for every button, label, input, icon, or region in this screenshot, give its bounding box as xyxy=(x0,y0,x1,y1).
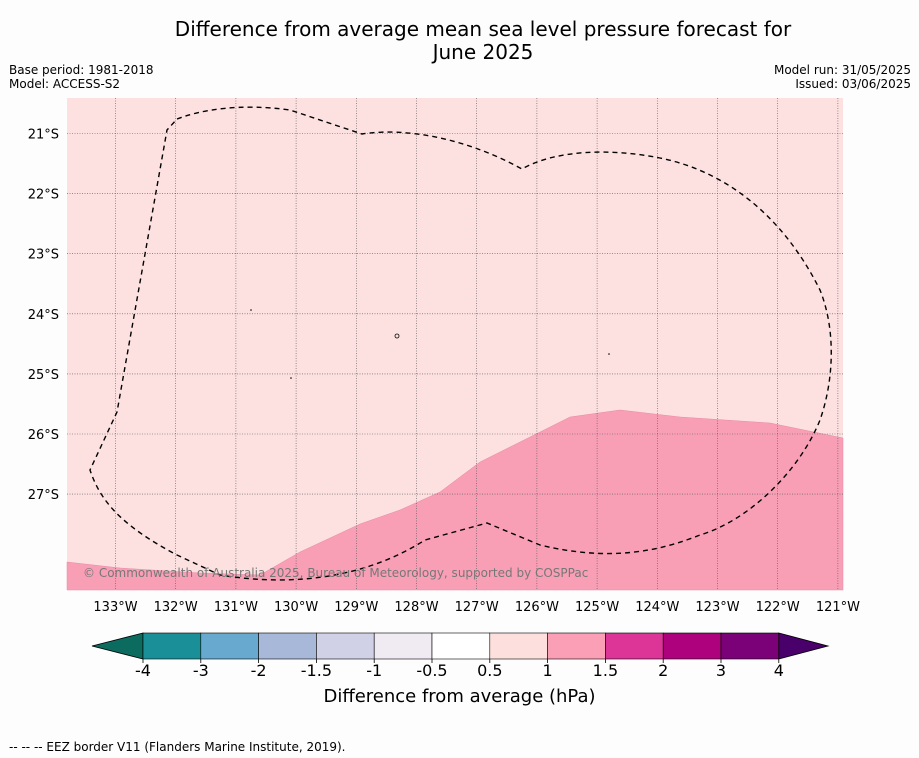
longitude-label: 132°W xyxy=(154,600,198,615)
longitude-label: 133°W xyxy=(93,600,137,615)
meta-left: Base period: 1981-2018 Model: ACCESS-S2 xyxy=(9,63,154,91)
latitude-label: 27°S xyxy=(28,488,59,503)
longitude-label: 127°W xyxy=(455,600,499,615)
longitude-label: 121°W xyxy=(816,600,860,615)
map-panel: © Commonwealth of Australia 2025, Bureau… xyxy=(66,98,844,591)
colorbar-tick-label: -4 xyxy=(135,661,151,680)
higher-pressure-region xyxy=(66,409,844,591)
longitude-label: 128°W xyxy=(394,600,438,615)
latitude-label: 26°S xyxy=(28,428,59,443)
eez-footnote: -- -- -- EEZ border V11 (Flanders Marine… xyxy=(9,740,346,754)
colorbar-tick-label: -1 xyxy=(366,661,382,680)
longitude-label: 131°W xyxy=(214,600,258,615)
colorbar-segment xyxy=(431,632,491,660)
colorbar-segment xyxy=(720,632,780,660)
meta-right: Model run: 31/05/2025 Issued: 03/06/2025 xyxy=(774,63,911,91)
colorbar-segment xyxy=(258,632,317,660)
latitude-label: 25°S xyxy=(28,368,59,383)
colorbar-segment xyxy=(142,632,202,660)
colorbar-segment xyxy=(605,632,664,660)
island-marker xyxy=(608,353,610,355)
longitude-label: 124°W xyxy=(635,600,679,615)
longitude-label: 122°W xyxy=(756,600,800,615)
colorbar-segment xyxy=(489,632,548,660)
colorbar-tick-label: 1 xyxy=(543,661,553,680)
eez-border xyxy=(89,106,832,581)
colorbar-tick-label: -2 xyxy=(251,661,267,680)
colorbar-segment xyxy=(373,632,433,660)
chart-title: Difference from average mean sea level p… xyxy=(0,18,919,64)
colorbar-extend-high xyxy=(778,632,830,660)
colorbar-tick-label: -1.5 xyxy=(301,661,332,680)
colorbar-segment xyxy=(662,632,722,660)
copyright-notice: © Commonwealth of Australia 2025, Bureau… xyxy=(83,566,588,580)
small-island-markers xyxy=(250,309,610,379)
model-run: Model run: 31/05/2025 xyxy=(773,63,911,77)
gridlines xyxy=(67,98,843,590)
longitude-label: 125°W xyxy=(575,600,619,615)
longitude-label: 129°W xyxy=(334,600,378,615)
latitude-label: 24°S xyxy=(28,308,59,323)
colorbar-tick-label: 2 xyxy=(658,661,668,680)
latitude-label: 22°S xyxy=(28,188,59,203)
island-marker xyxy=(250,309,252,311)
latitude-label: 21°S xyxy=(28,128,59,143)
colorbar-extend-low xyxy=(91,632,144,660)
title-line-1: Difference from average mean sea level p… xyxy=(174,17,792,41)
colorbar-label: Difference from average (hPa) xyxy=(323,686,596,707)
colorbar-segment xyxy=(200,632,259,660)
latitude-labels: 21°S 22°S 23°S 24°S 25°S 26°S 27°S xyxy=(28,128,59,504)
longitude-label: 130°W xyxy=(274,600,318,615)
longitude-label: 126°W xyxy=(515,600,559,615)
colorbar-tick-label: 1.5 xyxy=(593,661,618,680)
base-period: Base period: 1981-2018 xyxy=(9,63,154,77)
colorbar-tick-label: 0.5 xyxy=(477,661,502,680)
longitude-label: 123°W xyxy=(695,600,739,615)
colorbar: -4 -3 -2 -1.5 -1 -0.5 0.5 1 1.5 2 3 4 xyxy=(91,632,830,680)
colorbar-tick-label: -0.5 xyxy=(416,661,447,680)
colorbar-tick-label: -3 xyxy=(193,661,209,680)
latitude-label: 23°S xyxy=(28,248,59,263)
issued-date: Issued: 03/06/2025 xyxy=(795,77,911,91)
colorbar-segment xyxy=(316,632,375,660)
colorbar-segment xyxy=(547,632,606,660)
island-marker xyxy=(290,377,292,379)
longitude-labels: 133°W 132°W 131°W 130°W 129°W 128°W 127°W 126°W… xyxy=(93,600,860,615)
colorbar-tick-label: 4 xyxy=(774,661,784,680)
colorbar-tick-label: 3 xyxy=(716,661,726,680)
title-line-2: June 2025 xyxy=(432,40,534,64)
model-name: Model: ACCESS-S2 xyxy=(9,77,121,91)
island-marker xyxy=(394,333,400,339)
